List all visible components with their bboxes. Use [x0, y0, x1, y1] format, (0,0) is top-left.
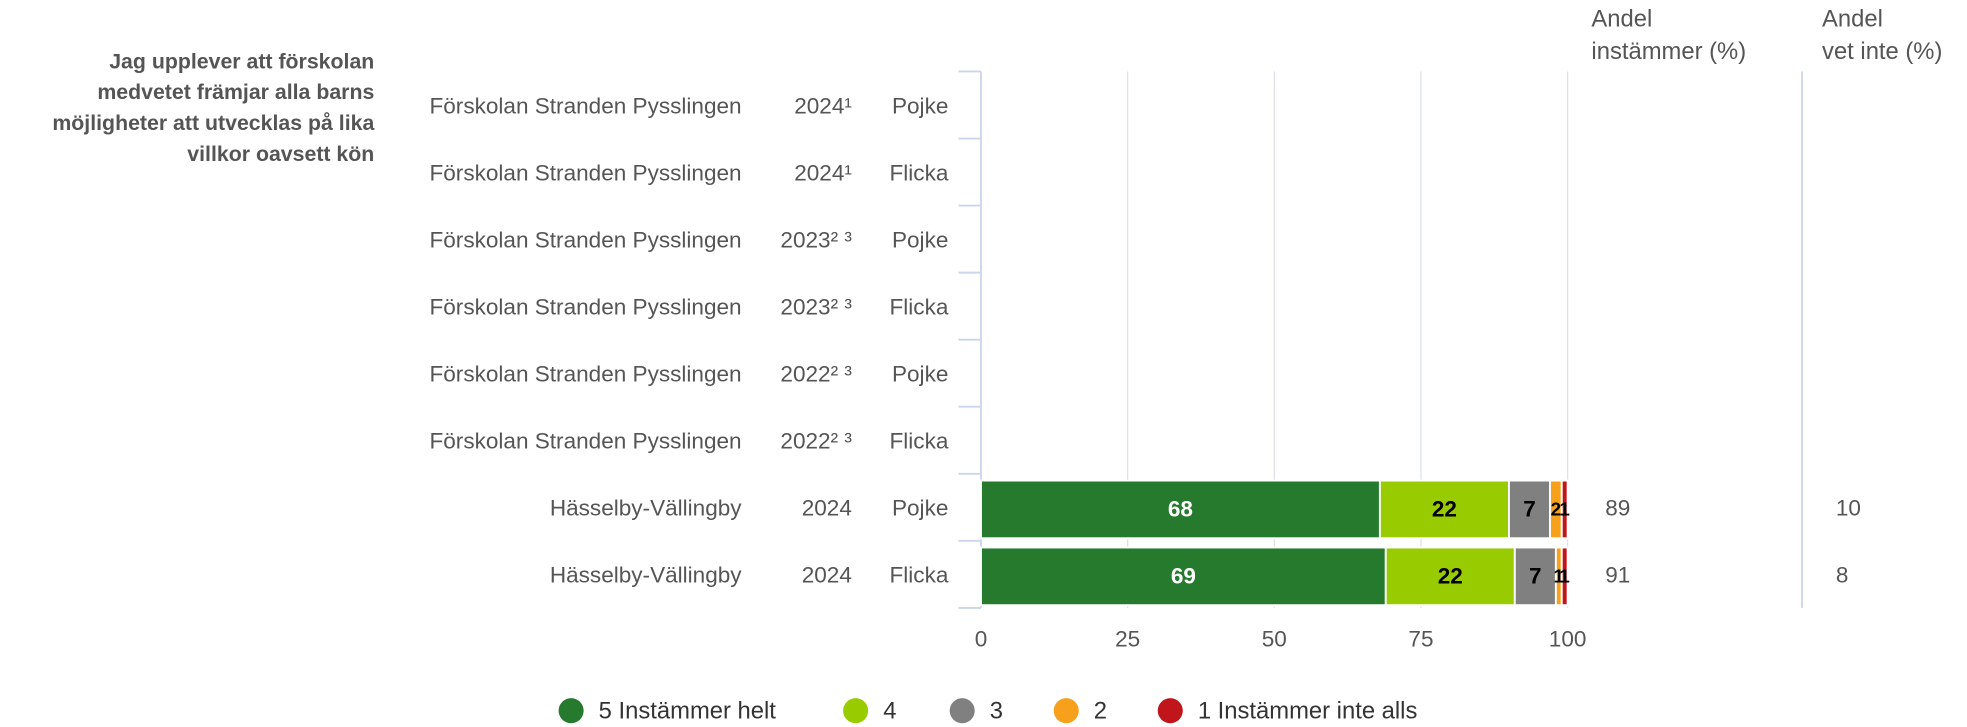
category-label: Hässelby-Vällingby — [550, 562, 742, 587]
bar-segment — [1560, 546, 1569, 607]
data-label: 1 — [1559, 566, 1569, 587]
question-label: möjligheter att utvecklas på lika — [52, 111, 374, 135]
legend-label: 4 — [883, 697, 896, 724]
group-label: Flicka — [890, 295, 949, 320]
bar-segment — [1560, 479, 1569, 540]
data-label: 68 — [1168, 497, 1193, 522]
category-label: Förskolan Stranden Pysslingen — [430, 161, 742, 186]
legend-label: 5 Instämmer helt — [599, 697, 777, 724]
category-label: Förskolan Stranden Pysslingen — [430, 361, 742, 386]
group-label: Flicka — [890, 562, 949, 587]
group-label: Pojke — [892, 361, 948, 386]
column-value: 8 — [1836, 562, 1849, 587]
group-label: Pojke — [892, 94, 948, 119]
year-label: 2024¹ — [794, 94, 852, 119]
legend-marker — [949, 698, 975, 724]
category-label: Förskolan Stranden Pysslingen — [430, 94, 742, 119]
bar-segment — [1384, 546, 1516, 607]
year-label: 2022² ³ — [780, 361, 852, 386]
year-label: 2022² ³ — [780, 428, 852, 453]
column-value: 89 — [1605, 495, 1630, 520]
legend-marker — [558, 698, 584, 724]
x-tick-label: 50 — [1262, 626, 1287, 651]
group-label: Pojke — [892, 228, 948, 253]
question-label: medvetet främjar alla barns — [97, 80, 374, 104]
category-label: Förskolan Stranden Pysslingen — [430, 295, 742, 320]
legend-marker — [1053, 698, 1079, 724]
legend-marker — [843, 698, 869, 724]
column-header: instämmer (%) — [1591, 38, 1746, 65]
year-label: 2024¹ — [794, 161, 852, 186]
data-label: 22 — [1432, 497, 1457, 522]
legend-marker — [1157, 698, 1183, 724]
column-header: Andel — [1822, 5, 1883, 32]
data-label: 7 — [1529, 564, 1542, 589]
column-header: vet inte (%) — [1822, 38, 1942, 65]
x-tick-label: 25 — [1115, 626, 1140, 651]
column-value: 10 — [1836, 495, 1861, 520]
column-value: 91 — [1605, 562, 1630, 587]
column-header: Andel — [1591, 5, 1652, 32]
question-label: villkor oavsett kön — [187, 142, 374, 166]
year-label: 2023² ³ — [780, 295, 852, 320]
x-tick-label: 0 — [975, 626, 988, 651]
legend-label: 2 — [1094, 697, 1107, 724]
data-label: 22 — [1438, 564, 1463, 589]
year-label: 2024 — [802, 562, 852, 587]
data-label: 69 — [1171, 564, 1196, 589]
legend-label: 3 — [990, 697, 1003, 724]
year-label: 2023² ³ — [780, 228, 852, 253]
data-label: 2 — [1551, 499, 1561, 520]
x-tick-label: 100 — [1549, 626, 1587, 651]
x-tick-label: 75 — [1408, 626, 1433, 651]
data-label: 1 — [1554, 566, 1564, 587]
bar-segment — [980, 546, 1387, 607]
data-label: 7 — [1523, 497, 1536, 522]
question-label: Jag upplever att förskolan — [109, 49, 374, 73]
category-label: Hässelby-Vällingby — [550, 495, 742, 520]
group-label: Pojke — [892, 495, 948, 520]
data-label: 1 — [1559, 499, 1569, 520]
year-label: 2024 — [802, 495, 852, 520]
category-label: Förskolan Stranden Pysslingen — [430, 228, 742, 253]
legend-label: 1 Instämmer inte alls — [1198, 697, 1418, 724]
category-label: Förskolan Stranden Pysslingen — [430, 428, 742, 453]
group-label: Flicka — [890, 161, 949, 186]
group-label: Flicka — [890, 428, 949, 453]
